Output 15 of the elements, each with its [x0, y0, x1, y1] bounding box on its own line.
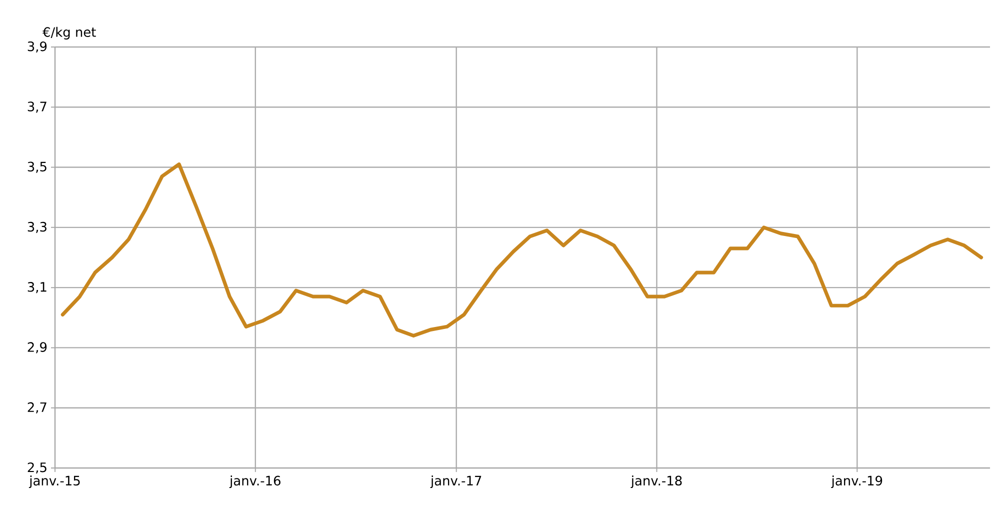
y-tick-label: 3,1: [28, 282, 46, 294]
y-tick-label: 2,5: [28, 462, 46, 474]
y-axis-title: €/kg net: [42, 26, 96, 40]
y-tick-label: 3,3: [28, 222, 46, 233]
x-tick-label: janv.-16: [229, 476, 280, 488]
y-tick-label: 2,7: [28, 402, 46, 414]
x-tick-label: janv.-17: [430, 476, 482, 488]
x-tick-label: janv.-19: [831, 476, 882, 488]
x-tick-label: janv.-18: [630, 476, 682, 488]
y-tick-label: 3,7: [28, 102, 46, 113]
line-series: [60, 162, 984, 338]
y-tick-label: 2,9: [28, 342, 47, 354]
x-tick-label: janv.-15: [28, 476, 80, 488]
y-tick-label: 3,9: [28, 41, 47, 53]
y-tick-label: 3,5: [28, 162, 46, 173]
